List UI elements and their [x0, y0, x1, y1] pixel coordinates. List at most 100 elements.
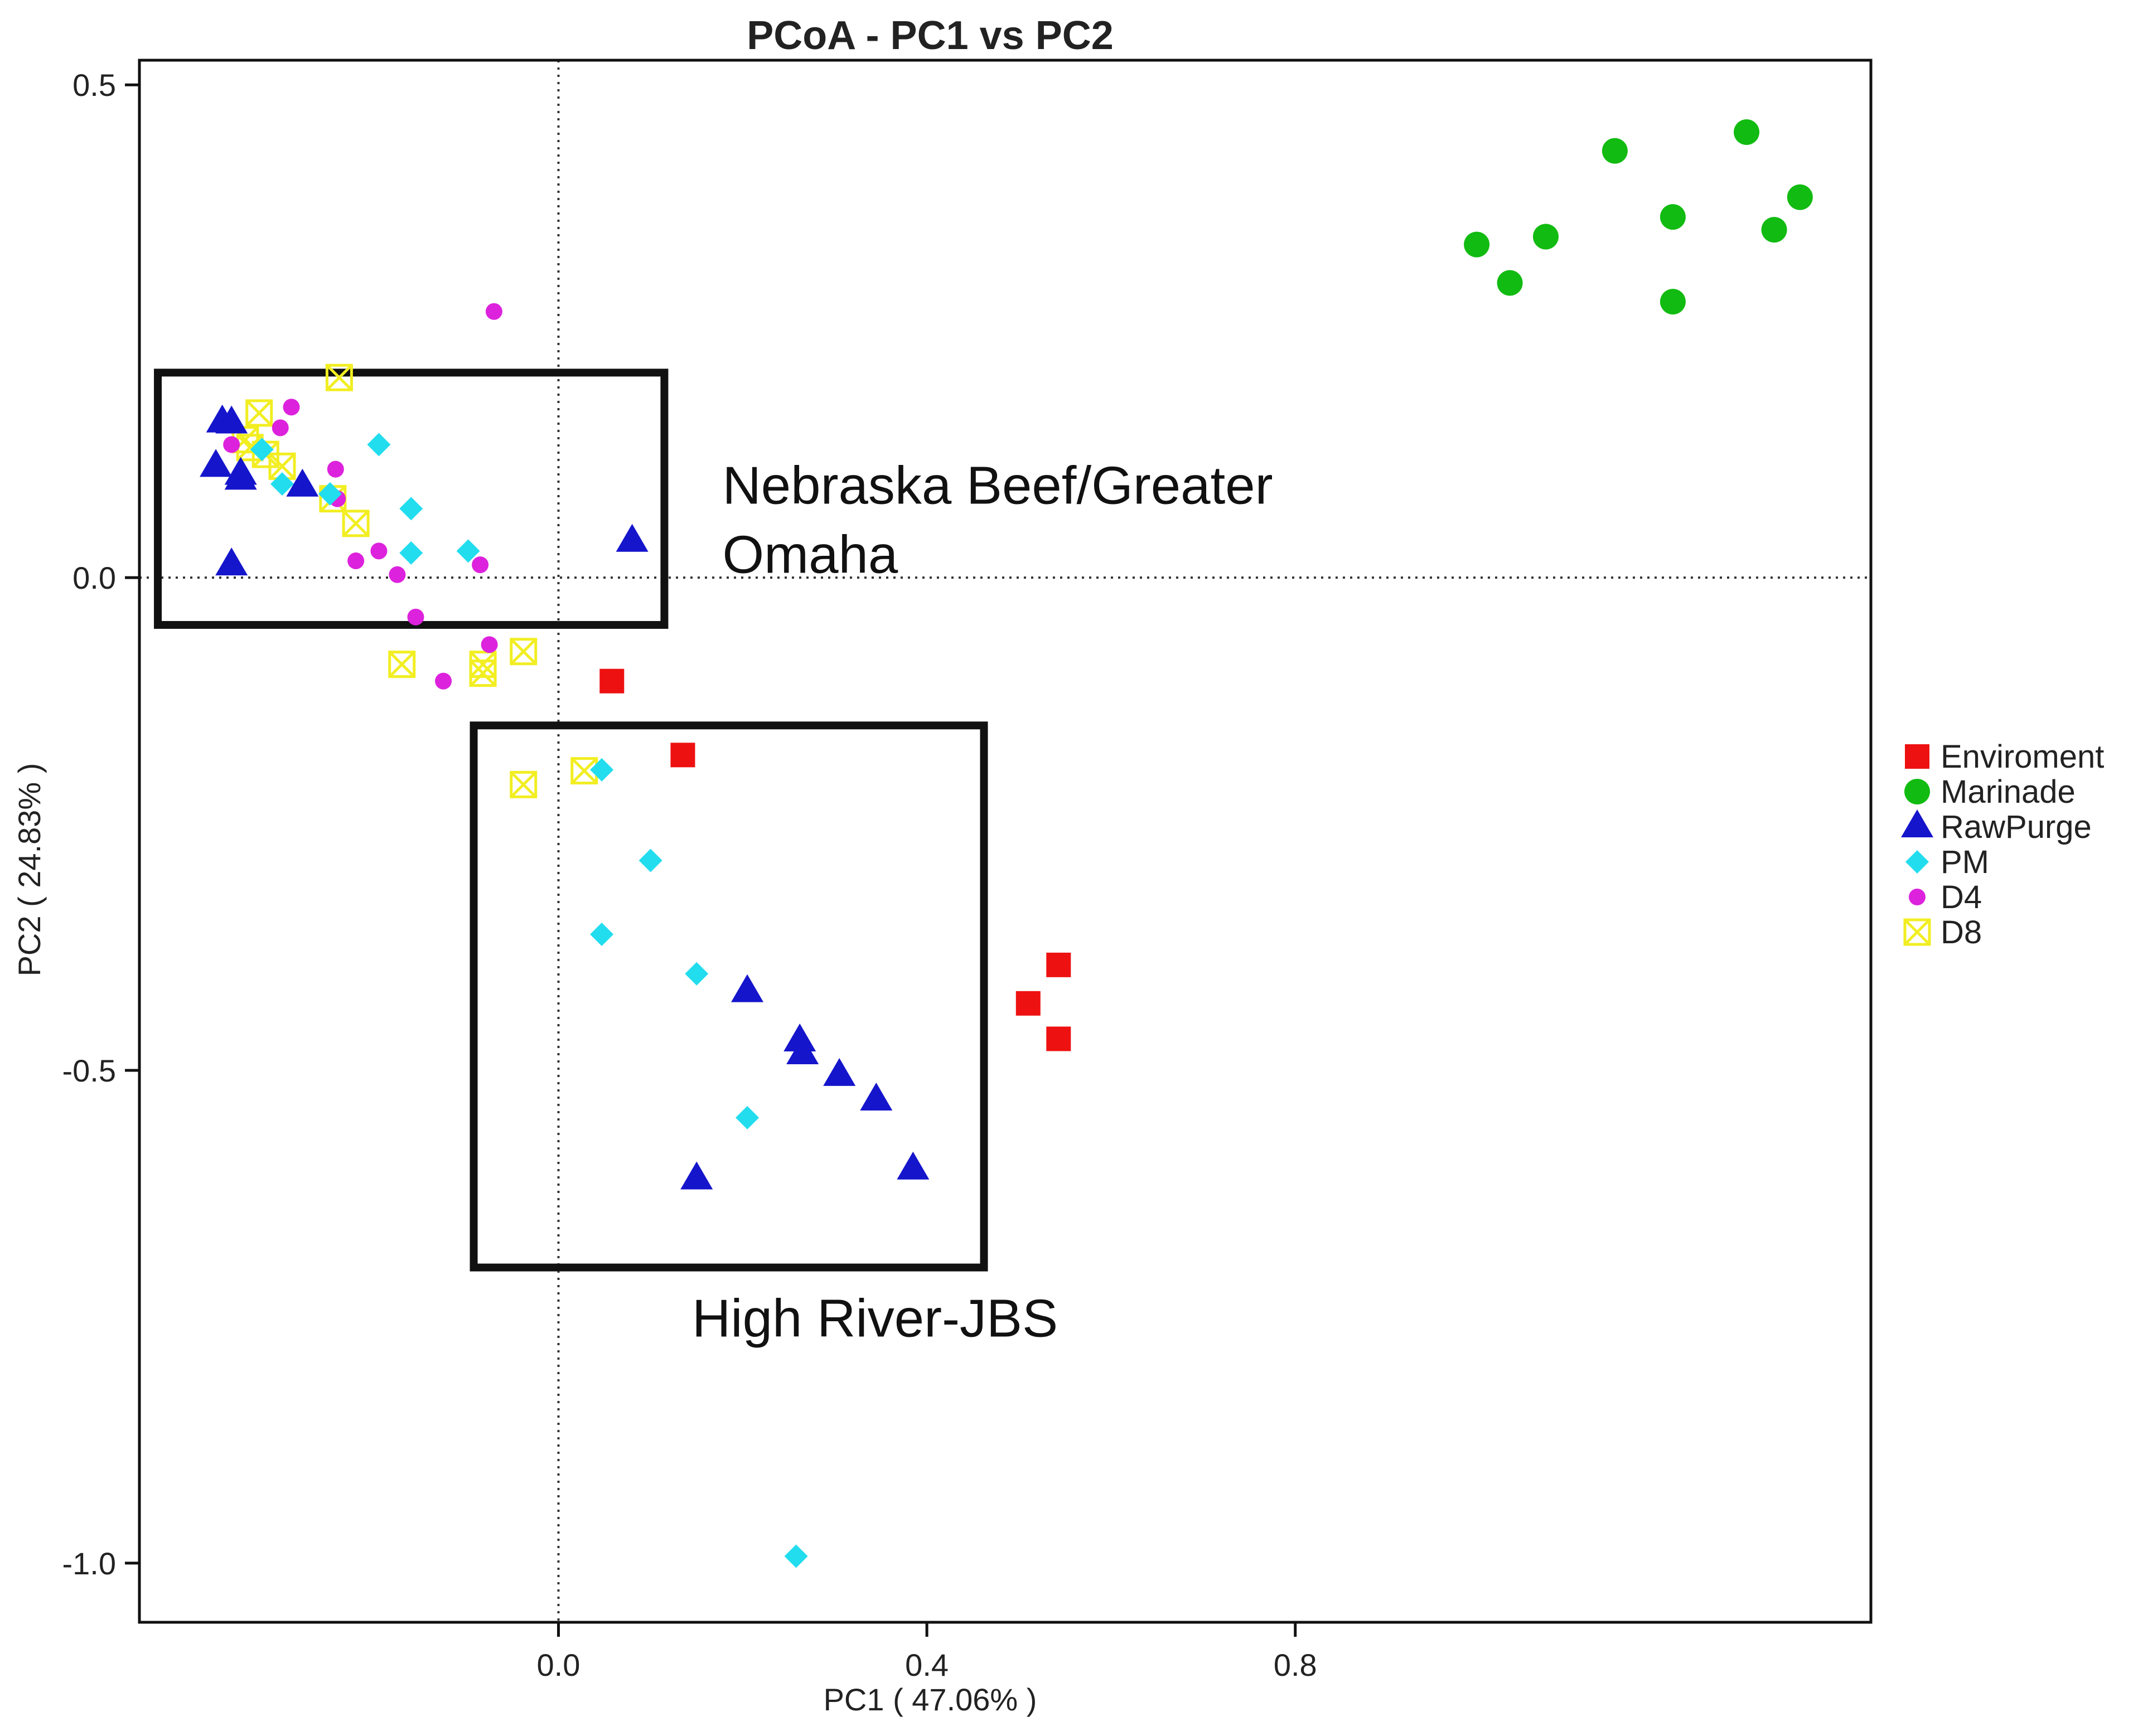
point-marinade — [1532, 224, 1559, 250]
point-pm — [639, 848, 662, 872]
y-tick-label: -1.0 — [62, 1546, 117, 1581]
point-rawpurge — [200, 449, 233, 477]
point-rawpurge — [215, 405, 248, 434]
point-rawpurge — [823, 1058, 856, 1086]
point-pm — [270, 472, 294, 496]
legend-marker — [1905, 744, 1929, 769]
point-d4 — [389, 566, 406, 583]
boxed-x-stroke — [236, 434, 263, 461]
annotation-label: Nebraska Beef/Greater — [722, 456, 1273, 516]
boxed-x-frame — [469, 660, 497, 687]
legend-marker — [1909, 889, 1926, 905]
boxed-x-stroke — [388, 651, 415, 678]
point-d8 — [245, 399, 273, 427]
point-d4 — [347, 552, 365, 570]
point-d4 — [370, 542, 388, 560]
boxed-x-stroke — [1904, 919, 1931, 945]
plot-area: 0.0 0.4 0.8 0.5 0.0 -0.5 -1.0 Nebraska Beef/Gre… — [62, 59, 1873, 1682]
point-d8 — [325, 363, 353, 391]
boxed-x-stroke — [342, 510, 369, 537]
boxed-x-frame — [342, 510, 370, 537]
point-enviroment — [1015, 991, 1041, 1016]
point-pm — [784, 1544, 808, 1568]
boxed-x-stroke — [269, 453, 296, 480]
point-d4 — [435, 672, 452, 690]
legend-entry-d4: D4 — [1909, 879, 1982, 915]
plot-frame — [138, 59, 1873, 1624]
point-pm — [736, 1105, 760, 1129]
point-marinade — [1602, 138, 1628, 164]
legend-entry-pm: PM — [1905, 844, 1989, 880]
boxed-x-frame — [325, 363, 353, 391]
boxed-x-stroke — [326, 364, 353, 391]
point-pm — [590, 923, 614, 947]
point-marinade — [1464, 231, 1490, 258]
point-pm — [456, 539, 480, 563]
legend-marker — [1901, 809, 1933, 837]
legend-entry-enviroment: Enviroment — [1905, 739, 2104, 775]
point-marinade — [1787, 184, 1813, 210]
point-rawpurge — [616, 523, 649, 552]
x-tick-label: 0.0 — [537, 1647, 581, 1682]
boxed-x-stroke — [510, 638, 537, 665]
point-pm — [367, 433, 391, 457]
point-rawpurge — [224, 462, 257, 490]
annotation-label: High River-JBS — [692, 1288, 1058, 1348]
point-d4 — [407, 608, 424, 625]
y-tick-label: -0.5 — [62, 1053, 117, 1088]
point-enviroment — [1046, 1026, 1071, 1051]
point-d8 — [342, 510, 370, 537]
point-rawpurge — [215, 547, 248, 576]
point-enviroment — [1046, 952, 1071, 977]
point-enviroment — [670, 743, 695, 768]
point-marinade — [1761, 217, 1787, 243]
x-axis-label: PC1 ( 47.06% ) — [824, 1682, 1037, 1717]
boxed-x-stroke — [510, 771, 537, 798]
point-d8 — [469, 660, 497, 687]
legend-marker — [1903, 918, 1931, 946]
boxed-x-frame — [510, 770, 538, 798]
point-rawpurge — [860, 1083, 893, 1111]
legend-entry-marinade: Marinade — [1904, 774, 2076, 810]
point-marinade — [1660, 289, 1686, 315]
boxed-x-frame — [510, 638, 538, 666]
point-enviroment — [599, 668, 625, 694]
point-d8 — [388, 651, 416, 678]
x-tick-label: 0.4 — [905, 1647, 949, 1682]
boxed-x-stroke — [470, 651, 496, 678]
legend-entry-d8: D8 — [1903, 914, 1982, 951]
legend-marker — [1904, 779, 1930, 804]
point-marinade — [1734, 119, 1760, 146]
point-rawpurge — [680, 1161, 713, 1190]
chart-title: PCoA - PC1 vs PC2 — [747, 13, 1114, 58]
y-axis-label: PC2 ( 24.83% ) — [12, 763, 47, 977]
annotation-label: Omaha — [722, 525, 898, 584]
boxed-x-frame — [388, 651, 416, 678]
legend-entry-rawpurge: RawPurge — [1901, 809, 2092, 845]
point-pm — [399, 541, 423, 565]
boxed-x-frame — [245, 399, 273, 427]
legend-label: D4 — [1941, 879, 1982, 915]
point-d4 — [283, 399, 300, 416]
legend-label: Enviroment — [1941, 739, 2104, 775]
point-rawpurge — [286, 468, 319, 497]
legend-marker — [1905, 850, 1929, 874]
legend-label: RawPurge — [1941, 809, 2092, 845]
point-d8 — [510, 770, 538, 798]
point-marinade — [1497, 270, 1523, 296]
point-pm — [318, 482, 342, 506]
y-tick-label: 0.5 — [72, 67, 116, 103]
point-d8 — [268, 452, 296, 480]
legend-label: PM — [1941, 844, 1989, 880]
boxed-x-stroke — [570, 757, 598, 784]
annotation-box — [470, 721, 988, 1272]
point-d8 — [510, 638, 538, 666]
point-rawpurge — [731, 974, 764, 1002]
point-rawpurge — [897, 1151, 930, 1180]
point-d4 — [272, 419, 289, 437]
boxed-x-frame — [1903, 918, 1931, 946]
y-tick-label: 0.0 — [72, 560, 116, 595]
